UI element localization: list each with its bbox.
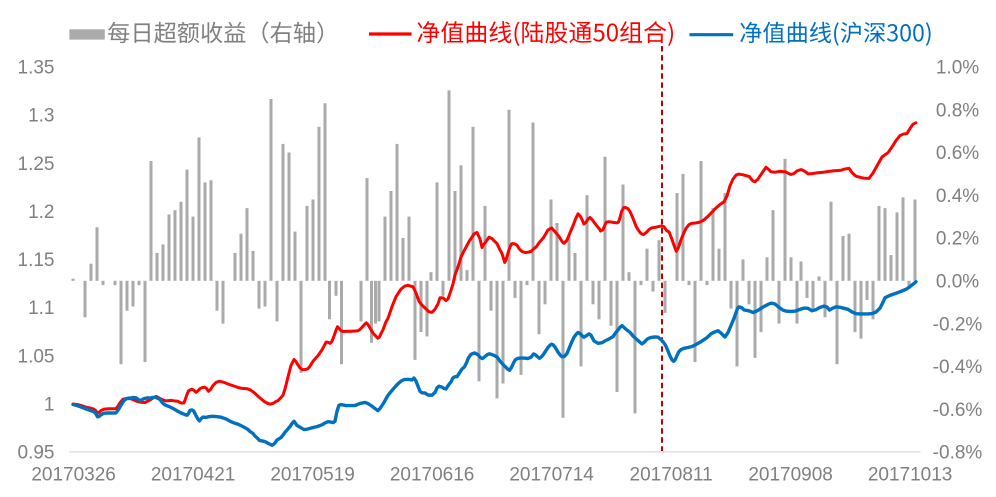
svg-text:1.15: 1.15	[18, 250, 55, 271]
svg-text:1.35: 1.35	[18, 58, 55, 79]
svg-text:20170714: 20170714	[509, 465, 594, 486]
svg-text:-0.4%: -0.4%	[933, 357, 983, 378]
svg-text:20170326: 20170326	[31, 465, 116, 486]
svg-text:1.1: 1.1	[28, 298, 54, 319]
svg-text:0.8%: 0.8%	[936, 100, 979, 121]
svg-text:1.3: 1.3	[28, 106, 54, 127]
svg-text:-0.2%: -0.2%	[933, 314, 983, 335]
svg-text:20171013: 20171013	[868, 465, 953, 486]
svg-text:1.25: 1.25	[18, 154, 55, 175]
svg-text:0.4%: 0.4%	[936, 186, 979, 207]
svg-text:0.95: 0.95	[18, 443, 55, 464]
svg-text:-0.6%: -0.6%	[933, 400, 983, 421]
svg-text:20170421: 20170421	[151, 465, 236, 486]
svg-text:20170908: 20170908	[748, 465, 833, 486]
svg-text:0.0%: 0.0%	[936, 272, 979, 293]
svg-text:1.2: 1.2	[28, 202, 54, 223]
svg-text:1.05: 1.05	[18, 346, 55, 367]
svg-text:0.2%: 0.2%	[936, 229, 979, 250]
svg-text:1.0%: 1.0%	[936, 58, 979, 79]
svg-text:-0.8%: -0.8%	[933, 443, 983, 464]
svg-text:20170811: 20170811	[630, 465, 713, 486]
svg-text:1: 1	[44, 395, 55, 416]
svg-text:0.6%: 0.6%	[936, 143, 979, 164]
svg-text:20170519: 20170519	[270, 465, 355, 486]
svg-text:20170616: 20170616	[390, 465, 475, 486]
